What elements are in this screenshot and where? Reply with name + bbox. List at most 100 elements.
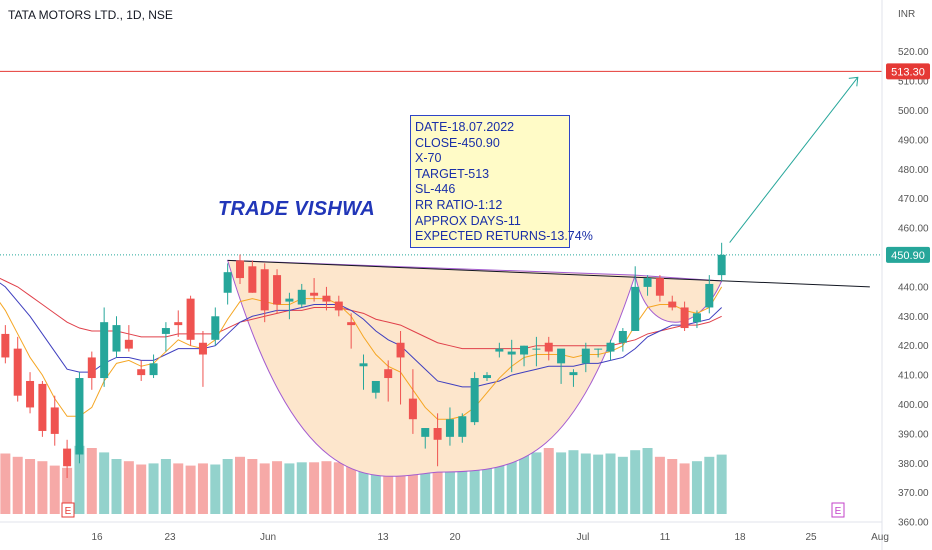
candle [495, 342, 504, 358]
candle-body [396, 342, 405, 358]
candle [384, 360, 393, 402]
volume-bar [296, 462, 307, 514]
volume-bar [407, 445, 418, 514]
candle [470, 372, 479, 426]
volume-bar [469, 448, 480, 514]
time-tick-label: 25 [805, 532, 817, 543]
price-tick-label: 380.00 [898, 459, 929, 470]
candle-body [470, 378, 479, 423]
candle [544, 336, 553, 361]
candle [458, 413, 467, 443]
candle [618, 328, 627, 352]
candle [75, 372, 84, 464]
watermark-text: TRADE VISHWA [218, 198, 375, 220]
candle-body [717, 254, 726, 276]
volume-bar [185, 465, 196, 514]
candle [322, 286, 331, 311]
candle-body [371, 380, 380, 393]
time-tick-label: Jun [260, 532, 276, 543]
volume-bar [630, 450, 641, 514]
candle-body [273, 275, 282, 305]
candle [631, 266, 640, 331]
candle-body [186, 298, 195, 340]
volume-bar [593, 454, 604, 514]
volume-bar [457, 456, 468, 514]
neckline [227, 259, 870, 288]
volume-bar [247, 459, 258, 514]
candle [569, 369, 578, 387]
candle-body [87, 357, 96, 379]
candle [532, 336, 541, 367]
volume-bar [420, 456, 431, 514]
candle [211, 307, 220, 346]
price-tick-label: 460.00 [898, 224, 929, 235]
candle-body [322, 295, 331, 302]
candle-body [285, 298, 294, 302]
ema-fast-line [0, 286, 723, 420]
info-line: RR RATIO-1:12 [415, 197, 503, 212]
last-price-badge: 450.90 [891, 250, 925, 262]
candle-body [495, 348, 504, 352]
candle-body [421, 428, 430, 437]
candle [680, 301, 689, 331]
candle [717, 242, 726, 281]
candle [310, 278, 319, 302]
info-line: APPROX DAYS-11 [415, 213, 521, 228]
candle-body [161, 328, 170, 334]
candle [124, 325, 133, 352]
volume-bar [49, 465, 60, 514]
candle [408, 369, 417, 434]
candle-body [260, 269, 269, 311]
candle-body [569, 372, 578, 376]
volume-bar [395, 456, 406, 514]
candle-body [124, 339, 133, 349]
volume-bar [284, 463, 295, 514]
candle [433, 413, 442, 467]
candle [643, 275, 652, 296]
volume-bar [259, 463, 270, 514]
candle [297, 283, 306, 308]
time-axis: 16 23 Jun 13 20 Jul 11 18 25 Aug [91, 532, 888, 543]
price-tick-label: 470.00 [898, 194, 929, 205]
candle-body [75, 378, 84, 455]
volume-bar [482, 454, 492, 514]
volume-bar [716, 454, 727, 514]
candle-body [445, 419, 454, 437]
candle-body [50, 407, 59, 434]
candle-body [520, 345, 529, 355]
volume-bar [37, 461, 48, 514]
candle [285, 292, 294, 320]
candle [186, 295, 195, 346]
candle [273, 269, 282, 314]
candle [581, 342, 590, 373]
volume-bar [123, 461, 134, 514]
candle [557, 348, 566, 384]
candle [100, 307, 109, 387]
price-tick-label: 480.00 [898, 165, 929, 176]
candle [50, 395, 59, 446]
target-price-badge: 513.30 [891, 66, 925, 78]
ema-mid-line [0, 282, 722, 388]
candle [38, 380, 47, 437]
volume-bar [222, 459, 233, 514]
candle [396, 330, 405, 405]
candle-body [248, 266, 257, 293]
volume-bar [605, 453, 616, 514]
candle-body [347, 322, 356, 326]
volume-bar [136, 464, 147, 514]
candle [692, 310, 701, 329]
time-tick-label: 16 [91, 532, 103, 543]
candle-body [581, 348, 590, 364]
candle-body [100, 322, 109, 379]
candles [1, 242, 726, 479]
candle-body [1, 333, 10, 358]
volume-bar [358, 456, 369, 514]
price-tick-label: 520.00 [898, 47, 929, 58]
price-tick-label: 500.00 [898, 106, 929, 117]
info-line: CLOSE-450.90 [415, 135, 500, 150]
volume-bar [111, 459, 122, 514]
volume-bar [99, 452, 110, 514]
volume-bar [86, 448, 97, 514]
